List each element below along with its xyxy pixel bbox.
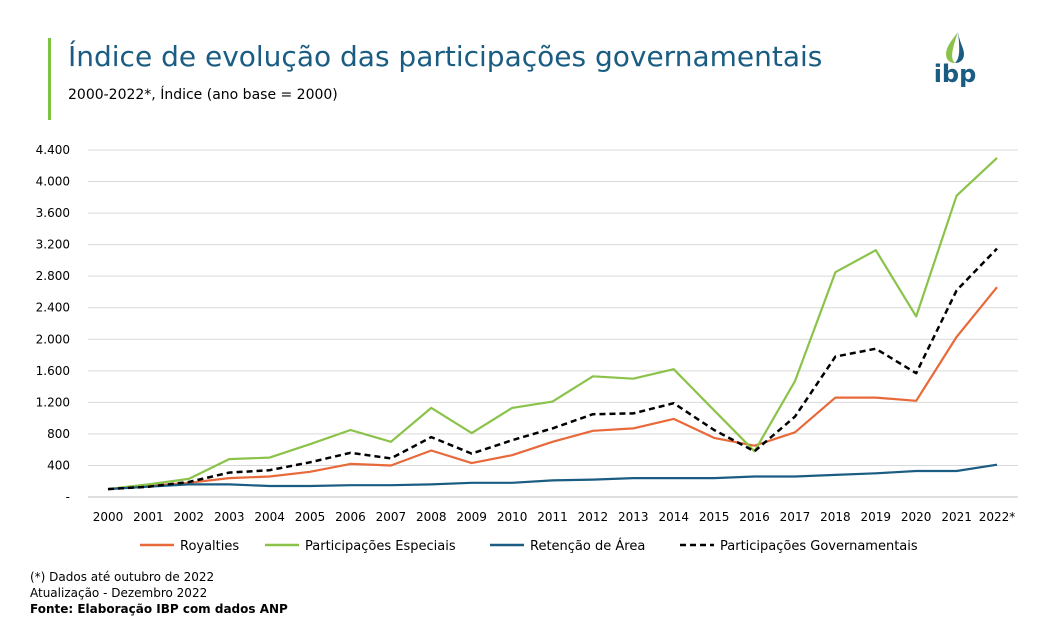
y-tick-label: 1.600 <box>36 364 70 378</box>
logo-text: ibp <box>933 60 977 88</box>
x-tick-label: 2022* <box>979 510 1016 524</box>
series-line <box>107 286 998 491</box>
page-subtitle: 2000-2022*, Índice (ano base = 2000) <box>68 87 338 103</box>
y-tick-label: 3.200 <box>36 238 70 252</box>
legend-label: Participações Especiais <box>305 539 456 554</box>
legend-label: Retenção de Área <box>530 538 645 554</box>
x-tick-label: 2018 <box>820 510 851 524</box>
y-axis: - 400 800 1.200 1.600 2.000 2.400 2.800 3.200 3.6… <box>36 143 70 504</box>
y-tick-label: - <box>66 490 70 504</box>
y-tick-label: 2.000 <box>36 332 70 346</box>
x-tick-label: 2001 <box>133 510 164 524</box>
y-tick-label: 800 <box>47 427 70 441</box>
legend-label: Royalties <box>180 539 239 554</box>
series-line <box>107 157 998 491</box>
y-tick-label: 1.200 <box>36 395 70 409</box>
x-tick-label: 2017 <box>780 510 811 524</box>
x-tick-label: 2021 <box>941 510 972 524</box>
x-tick-label: 2013 <box>618 510 649 524</box>
y-tick-label: 3.600 <box>36 206 70 220</box>
x-tick-label: 2014 <box>658 510 689 524</box>
x-tick-label: 2007 <box>376 510 407 524</box>
drop-icon <box>946 32 964 63</box>
series-lines <box>107 157 998 491</box>
source-note: Fonte: Elaboração IBP com dados ANP <box>30 602 288 616</box>
y-tick-label: 4.000 <box>36 175 70 189</box>
x-tick-label: 2012 <box>578 510 609 524</box>
update-note: Atualização - Dezembro 2022 <box>30 586 208 600</box>
x-tick-label: 2005 <box>295 510 326 524</box>
legend: Royalties Participações Especiais Retenção… <box>140 538 918 554</box>
x-tick-label: 2000 <box>93 510 124 524</box>
footnote: (*) Dados até outubro de 2022 <box>30 570 215 584</box>
grid-lines <box>88 149 1018 498</box>
legend-label: Participações Governamentais <box>720 539 918 554</box>
x-tick-label: 2010 <box>497 510 528 524</box>
x-tick-label: 2003 <box>214 510 245 524</box>
x-tick-label: 2009 <box>456 510 487 524</box>
y-tick-label: 4.400 <box>36 143 70 157</box>
x-tick-label: 2019 <box>860 510 891 524</box>
y-tick-label: 400 <box>47 458 70 472</box>
x-tick-label: 2008 <box>416 510 447 524</box>
series-line <box>107 247 998 491</box>
title-accent-bar <box>48 38 51 120</box>
x-tick-label: 2011 <box>537 510 568 524</box>
x-tick-label: 2015 <box>699 510 730 524</box>
y-tick-label: 2.400 <box>36 301 70 315</box>
page-title: Índice de evolução das participações gov… <box>68 40 823 73</box>
ibp-logo: ibp <box>930 30 980 96</box>
series-line <box>107 463 998 491</box>
x-tick-label: 2016 <box>739 510 770 524</box>
x-tick-label: 2004 <box>254 510 285 524</box>
x-tick-label: 2006 <box>335 510 366 524</box>
x-tick-label: 2020 <box>901 510 932 524</box>
x-tick-label: 2002 <box>174 510 205 524</box>
x-axis: 2000 2001 2002 2003 2004 2005 2006 2007 2008 2009… <box>93 510 1016 524</box>
y-tick-label: 2.800 <box>36 269 70 283</box>
